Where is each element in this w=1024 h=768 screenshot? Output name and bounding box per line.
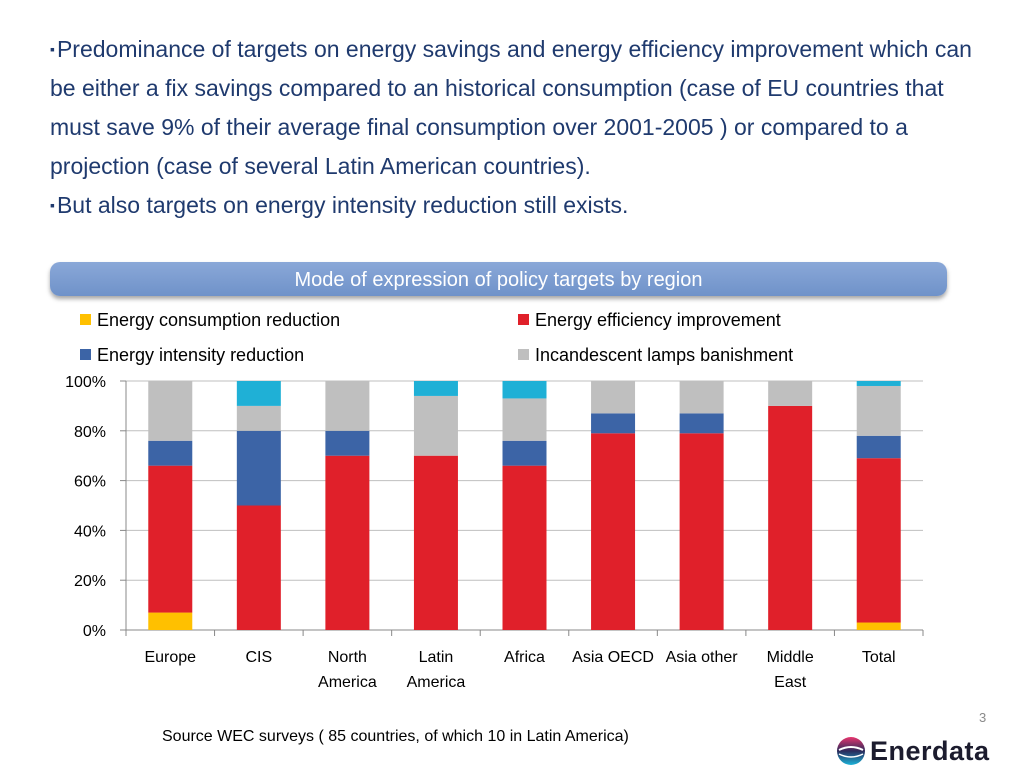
bar-segment [236,381,281,406]
x-tick-label: America [318,674,377,691]
source-note: Source WEC surveys ( 85 countries, of wh… [162,728,629,745]
bullet-item: ▪Predominance of targets on energy savin… [50,30,990,186]
bar-segment [856,385,901,436]
y-tick-label: 60% [74,474,106,491]
x-tick-label: Middle [767,649,814,666]
bar-segment [325,381,370,431]
y-tick-label: 80% [74,424,106,441]
x-tick-label: Total [862,649,896,666]
bar-segment [148,440,193,466]
x-tick-label: Europe [144,649,196,666]
bullet-mark: ▪ [50,197,55,213]
bar-segment [236,430,281,506]
chart-title-banner: Mode of expression of policy targets by … [50,262,947,296]
bar-segment [502,381,547,399]
bar-segment [502,465,547,630]
bar-segment [856,458,901,623]
legend-swatch [80,314,91,325]
bar-segment [856,381,901,386]
legend-swatch [518,314,529,325]
logo-text: Enerdata [870,736,990,766]
bar-segment [148,465,193,613]
bar-segment [413,381,458,396]
bar-segment [679,433,724,630]
logo-globe-icon [837,737,865,765]
page-number: 3 [979,710,987,725]
bar-segment [768,405,813,630]
bar-segment [413,395,458,456]
legend-label: Energy efficiency improvement [535,310,781,330]
bullet-text: But also targets on energy intensity red… [56,192,629,218]
bar-segment [591,381,636,414]
x-tick-label: CIS [245,649,272,666]
legend-swatch [80,349,91,360]
legend-item: Incandescent lamps banishment [518,344,793,366]
bullet-list: ▪Predominance of targets on energy savin… [50,30,990,225]
y-tick-label: 0% [83,623,106,640]
x-tick-label: Africa [504,649,545,666]
bar-segment [591,433,636,630]
bar-segment [236,405,281,431]
bar-segment [413,455,458,630]
bar-segment [148,381,193,441]
bullet-mark: ▪ [50,41,55,57]
legend-item: Energy consumption reduction [80,309,340,331]
bar-segment [856,435,901,459]
x-tick-label: America [407,674,466,691]
enerdata-logo: Enerdata [836,735,1016,767]
bar-segment [679,381,724,414]
y-tick-label: 40% [74,523,106,540]
bar-segment [856,622,901,630]
y-tick-label: 20% [74,573,106,590]
legend-label: Energy intensity reduction [97,345,305,365]
bullet-item: ▪But also targets on energy intensity re… [50,186,990,225]
bar-segment [325,430,370,456]
y-tick-label: 100% [65,374,106,391]
bar-segment [325,455,370,630]
legend-item: Energy efficiency improvement [518,309,781,331]
bar-segment [148,612,193,630]
bullet-text: Predominance of targets on energy saving… [50,36,972,179]
x-tick-label: East [774,674,807,691]
legend-label: Energy consumption reduction [97,310,341,330]
x-tick-label: Asia other [666,649,739,666]
x-tick-label: North [328,649,367,666]
legend-swatch [518,349,529,360]
bar-segment [236,505,281,630]
bar-segment [502,440,547,466]
bar-segment [768,381,813,406]
bar-segment [502,398,547,441]
bar-segment [679,413,724,434]
x-tick-label: Latin [419,649,454,666]
x-tick-label: Asia OECD [572,649,654,666]
legend-label: Incandescent lamps banishment [535,345,794,365]
legend-item: Energy intensity reduction [80,344,304,366]
bar-segment [591,413,636,434]
